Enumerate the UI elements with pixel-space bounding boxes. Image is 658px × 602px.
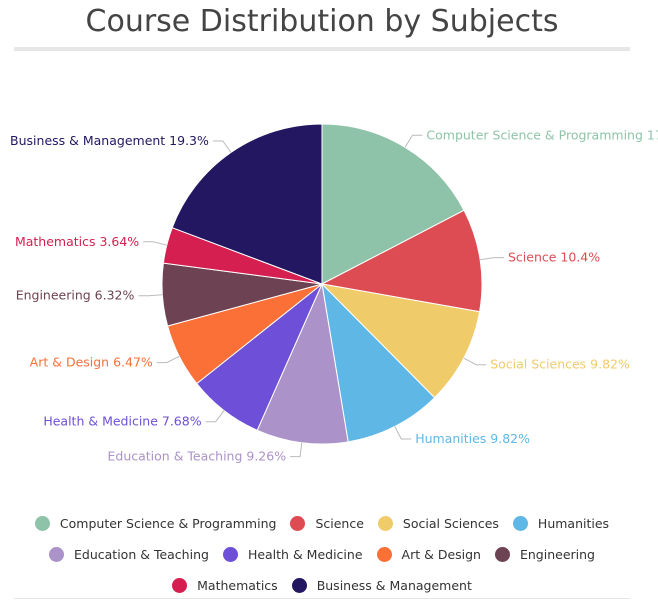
legend-swatch-icon [222,547,238,562]
pie-slice-humanities[interactable] [321,282,436,443]
legend-swatch-icon [290,516,306,531]
slice-label-computer-science-and-programming: Computer Science & Programming 17.4% [426,127,658,142]
legend-row: Education & Teaching Health & Medicine Art… [0,539,644,570]
slice-label-business-and-management: Business & Management 19.3% [10,133,209,148]
legend-swatch-icon [377,516,393,531]
legend-swatch-icon [512,516,528,531]
pie-slice-social-sciences[interactable] [320,283,481,399]
legend-label: Humanities [537,516,610,531]
pie-slice-computer-science-and-programming[interactable] [321,123,465,285]
legend-swatch-icon [34,516,50,531]
slice-label-education-and-teaching: Education & Teaching 9.26% [107,449,286,464]
legend-label: Health & Medicine [247,547,363,562]
legend-label: Engineering [519,547,595,562]
chart-legend: Computer Science & Programming Science Soc… [0,508,644,601]
legend-label: Social Sciences [402,516,499,531]
leader-line-humanities [394,426,412,440]
legend-swatch-icon [172,578,188,593]
bottom-divider [14,598,630,599]
pie-slice-business-and-management[interactable] [171,123,323,285]
slice-label-engineering: Engineering 6.32% [16,288,135,303]
legend-item-health-and-medicine[interactable]: Health & Medicine [222,547,363,562]
legend-item-engineering[interactable]: Engineering [494,547,595,562]
legend-swatch-icon [291,578,307,593]
slice-label-science: Science 10.4% [508,250,600,265]
legend-label: Business & Management [316,578,472,593]
legend-label: Mathematics [197,578,278,593]
legend-item-education-and-teaching[interactable]: Education & Teaching [49,547,209,562]
legend-item-humanities[interactable]: Humanities [512,516,610,531]
title-divider [14,47,630,51]
leader-line-computer-science-and-programming [404,134,423,148]
pie-chart: Computer Science & Programming 17.4% Scie… [10,123,658,464]
leader-line-engineering [138,294,163,297]
legend-item-mathematics[interactable]: Mathematics [172,578,278,593]
legend-item-science[interactable]: Science [290,516,364,531]
leader-line-social-sciences [463,357,487,366]
leader-line-art-and-design [156,355,180,364]
legend-item-business-and-management[interactable]: Business & Management [291,578,472,593]
slice-label-health-and-medicine: Health & Medicine 7.68% [43,414,201,429]
legend-swatch-icon [494,547,510,562]
slice-label-social-sciences: Social Sciences 9.82% [490,357,630,372]
leader-line-health-and-medicine [205,410,225,423]
legend-label: Science [315,516,364,531]
legend-item-social-sciences[interactable]: Social Sciences [377,516,499,531]
legend-item-computer-science-and-programming[interactable]: Computer Science & Programming [34,516,277,531]
leader-line-science [480,257,504,261]
leader-line-education-and-teaching [290,442,303,458]
legend-label: Computer Science & Programming [59,516,277,531]
pie-slice-education-and-teaching[interactable] [256,282,349,445]
legend-swatch-icon [49,547,65,562]
legend-item-art-and-design[interactable]: Art & Design [376,547,481,562]
leader-line-mathematics [143,241,167,246]
slice-label-art-and-design: Art & Design 6.47% [30,355,153,370]
slice-label-humanities: Humanities 9.82% [415,431,530,446]
legend-row: Mathematics Business & Management [0,570,644,601]
legend-row: Computer Science & Programming Science Soc… [0,508,644,539]
legend-label: Art & Design [401,547,481,562]
legend-swatch-icon [376,547,392,562]
slice-label-mathematics: Mathematics 3.64% [15,234,139,249]
leader-line-business-and-management [212,140,232,153]
chart-title: Course Distribution by Subjects [85,4,559,39]
legend-label: Education & Teaching [74,547,209,562]
